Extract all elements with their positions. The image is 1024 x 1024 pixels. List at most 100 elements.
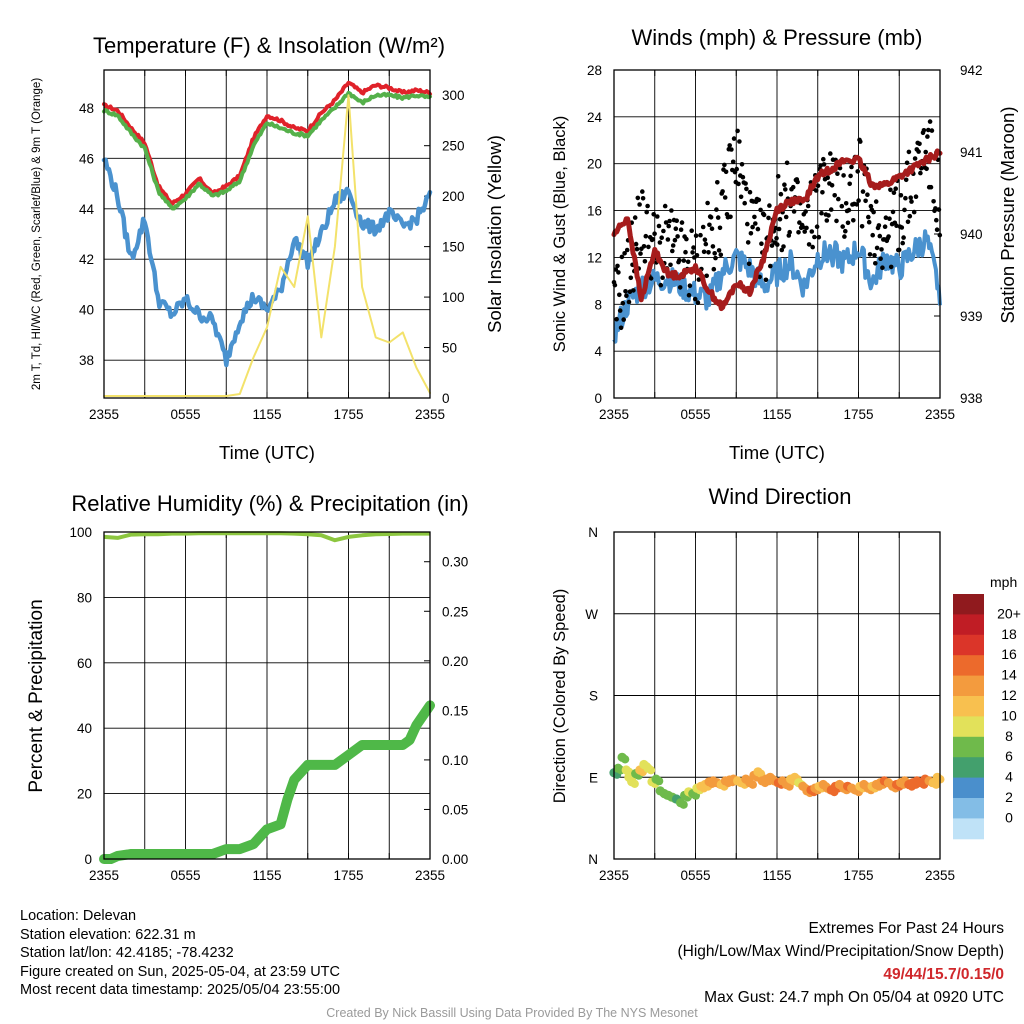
temperature-chart-title: Temperature (F) & Insolation (W/m²)	[93, 33, 445, 58]
gust-point	[898, 193, 904, 198]
humidity-ytick-label: 20	[77, 787, 92, 802]
direction-point	[630, 779, 639, 788]
gust-point	[934, 227, 940, 232]
humidity-ytick-label: 0	[84, 852, 92, 867]
gust-point	[757, 274, 762, 280]
gust-point	[618, 325, 624, 331]
gust-point	[783, 214, 789, 220]
gust-point	[812, 234, 817, 240]
winds-xtick-label: 1155	[762, 407, 791, 422]
gust-point	[816, 234, 822, 240]
gust-point	[858, 139, 863, 144]
gust-point	[933, 206, 938, 211]
gust-point	[828, 207, 834, 212]
gust-point	[744, 186, 749, 192]
gust-point	[894, 223, 899, 228]
direction-point	[748, 780, 757, 789]
colorbar-swatch	[953, 594, 984, 615]
gust-point	[667, 218, 672, 224]
gust-point	[627, 289, 633, 295]
gust-point	[879, 247, 884, 252]
gust-point	[663, 220, 669, 225]
gust-point	[829, 183, 835, 188]
gust-point	[900, 240, 905, 246]
temperature-ytick-label: 44	[79, 202, 95, 217]
gust-point	[921, 128, 927, 133]
gust-point	[756, 197, 762, 203]
winds-ytick-label: 12	[587, 250, 602, 265]
colorbar-level-label: 18	[1001, 626, 1017, 642]
gust-point	[713, 255, 718, 261]
gust-point	[774, 235, 779, 241]
gust-point	[828, 151, 833, 156]
colorbar-level-label: 4	[1005, 769, 1013, 785]
colorbar-level-label: 14	[1001, 667, 1017, 683]
temperature-series-1	[102, 90, 432, 211]
gust-point	[645, 203, 650, 209]
gust-point	[672, 237, 678, 243]
gust-point	[776, 226, 782, 232]
figure-created: Figure created on Sun, 2025-05-04, at 23…	[20, 963, 340, 980]
gust-point	[619, 254, 625, 260]
colorbar-level-label: 8	[1005, 728, 1013, 744]
gust-point	[803, 209, 808, 214]
colorbar-level-label: 20+	[997, 605, 1021, 621]
gust-point	[715, 215, 721, 220]
gust-point	[617, 292, 622, 298]
winds-ytick-label: 4	[594, 344, 602, 359]
gust-point	[856, 198, 861, 203]
direction-point	[654, 776, 664, 786]
gust-point	[825, 175, 830, 180]
gust-point	[790, 184, 796, 190]
humidity-ytick-label: 100	[69, 525, 92, 540]
insolation-ytick-label: 250	[442, 139, 465, 154]
gust-point	[821, 162, 827, 167]
gust-point	[623, 289, 628, 294]
gust-point	[777, 216, 783, 222]
gust-point	[669, 208, 674, 213]
gust-point	[658, 282, 664, 288]
gust-point	[841, 173, 846, 178]
colorbar-level-label: 16	[1001, 646, 1017, 662]
gust-point	[814, 224, 820, 229]
pressure-ytick-label: 942	[960, 63, 983, 78]
gust-point	[729, 147, 734, 152]
gust-point	[854, 202, 860, 207]
gust-point	[693, 233, 699, 238]
gust-point	[655, 214, 660, 219]
winds-xtick-label: 0555	[680, 407, 710, 422]
temperature-xtick-label: 1155	[252, 407, 281, 422]
gust-point	[778, 191, 784, 197]
gust-point	[614, 316, 619, 322]
extremes-values: 49/44/15.7/0.15/0	[883, 966, 1004, 983]
direction-xtick-label: 1155	[762, 868, 791, 883]
gust-point	[748, 231, 754, 236]
insolation-ytick-label: 0	[442, 391, 450, 406]
insolation-ylabel: Solar Insolation (Yellow)	[484, 135, 505, 333]
gust-point	[686, 292, 692, 298]
direction-chart-title: Wind Direction	[708, 484, 851, 509]
gust-point	[624, 247, 630, 253]
humidity-xtick-label: 0555	[170, 868, 200, 883]
gust-point	[886, 234, 891, 239]
gust-point	[692, 296, 698, 302]
extremes-title: Extremes For Past 24 Hours	[808, 920, 1004, 937]
colorbar-swatch	[953, 696, 984, 717]
winds-ytick-label: 0	[594, 391, 602, 406]
gust-point	[913, 194, 919, 199]
gust-point	[905, 219, 911, 225]
precip-ytick-label: 0.25	[442, 604, 468, 619]
gust-point	[870, 232, 875, 238]
gust-point	[836, 196, 841, 202]
pressure-ytick-label: 939	[960, 309, 983, 324]
gust-point	[624, 293, 629, 299]
gust-point	[731, 136, 737, 141]
gust-point	[633, 241, 639, 247]
humidity-frame	[103, 531, 431, 860]
gust-point	[768, 263, 773, 269]
gust-point	[720, 189, 725, 194]
temperature-ylabel: 2m T, Td, HI/WC (Red, Green, Scarlet/Blu…	[31, 78, 43, 390]
gust-point	[826, 213, 831, 218]
gust-point	[868, 203, 874, 209]
